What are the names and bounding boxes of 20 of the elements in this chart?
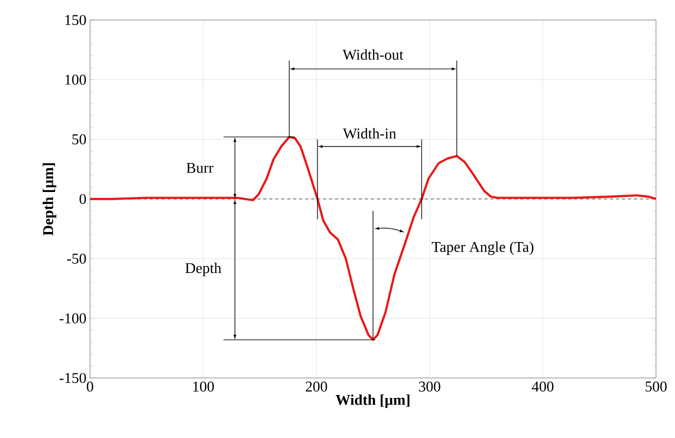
x-tick-label: 400	[532, 382, 554, 392]
y-tick-label: -100	[60, 313, 86, 324]
x-tick-label: 500	[646, 382, 667, 392]
annotation: Taper Angle (Ta)	[432, 241, 534, 256]
x-tick-label: 200	[306, 382, 328, 392]
annotation: Width-out	[342, 49, 404, 60]
x-axis-title: Width [μm]	[336, 394, 410, 408]
x-tick-label: 100	[193, 382, 214, 392]
annotation: Depth	[185, 262, 222, 276]
y-tick-label: -150	[60, 372, 86, 384]
y-tick-label: -50	[67, 254, 86, 264]
annotation: Burr	[186, 163, 214, 173]
annotation: Width-in	[342, 128, 396, 139]
y-tick-label: 150	[65, 14, 86, 26]
y-axis-title: Depth [μm]	[42, 163, 56, 236]
y-tick-label: 50	[72, 134, 86, 144]
y-tick-label: 0	[80, 194, 86, 204]
y-tick-label: 100	[65, 74, 86, 85]
x-tick-label: 0	[86, 382, 94, 392]
x-tick-label: 300	[419, 382, 440, 392]
